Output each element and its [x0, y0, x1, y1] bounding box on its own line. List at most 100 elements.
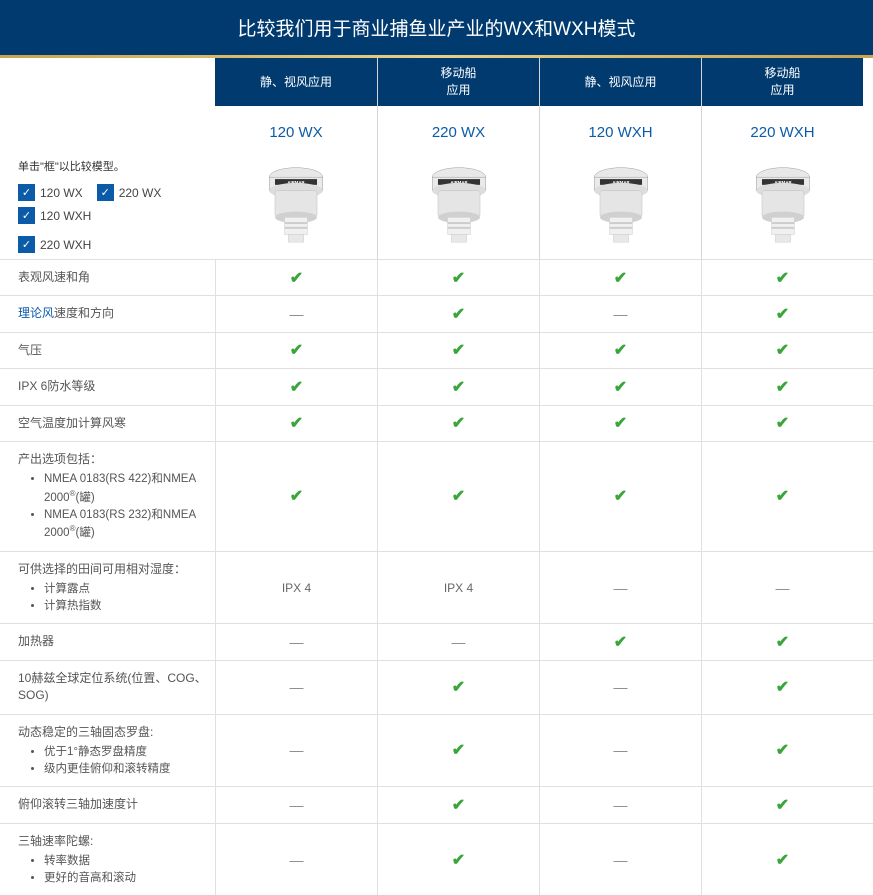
feature-row: 产出选项包括：NMEA 0183(RS 422)和NMEA 2000®(罐)NM…: [0, 441, 873, 551]
feature-cell: —: [215, 661, 377, 714]
check-icon: ✔: [452, 304, 465, 324]
check-icon: ✔: [452, 340, 465, 360]
model-checkbox[interactable]: ✓ 120 WXH: [18, 207, 91, 224]
feature-cell: ✔: [377, 442, 539, 551]
dash-icon: —: [290, 852, 304, 868]
feature-row: 表观风速和角 ✔ ✔ ✔ ✔: [0, 259, 873, 295]
check-icon: ✔: [290, 413, 303, 433]
application-header: 移动船应用: [702, 58, 863, 106]
feature-cell: —: [377, 624, 539, 659]
feature-cell: ✔: [377, 824, 539, 895]
check-icon: ✔: [452, 850, 465, 870]
model-checkbox[interactable]: ✓220 WX: [97, 184, 162, 201]
feature-label: 产出选项包括：NMEA 0183(RS 422)和NMEA 2000®(罐)NM…: [0, 442, 215, 551]
feature-label: 表观风速和角: [0, 260, 215, 295]
feature-cell: ✔: [701, 296, 863, 331]
feature-cell: ✔: [215, 442, 377, 551]
feature-cell: —: [539, 552, 701, 624]
check-icon: ✔: [776, 304, 789, 324]
feature-cell: ✔: [539, 333, 701, 368]
dash-icon: —: [614, 742, 628, 758]
check-icon: ✔: [776, 740, 789, 760]
check-icon: ✔: [452, 377, 465, 397]
feature-cell: —: [215, 715, 377, 787]
feature-cell: ✔: [701, 260, 863, 295]
feature-cell: —: [215, 824, 377, 895]
dash-icon: —: [290, 797, 304, 813]
feature-cell: ✔: [701, 442, 863, 551]
feature-cell: ✔: [539, 442, 701, 551]
check-icon: ✔: [614, 413, 627, 433]
check-icon: ✔: [452, 677, 465, 697]
feature-row: 加热器——✔✔: [0, 623, 873, 659]
checkbox-icon: ✓: [18, 236, 35, 253]
check-icon: ✔: [614, 486, 627, 506]
check-icon: ✔: [614, 632, 627, 652]
dash-icon: —: [290, 742, 304, 758]
check-icon: ✔: [452, 268, 465, 288]
feature-label: IPX 6防水等级: [0, 369, 215, 404]
feature-cell: IPX 4: [377, 552, 539, 624]
check-icon: ✔: [290, 268, 303, 288]
checkbox-icon: ✓: [18, 184, 35, 201]
check-icon: ✔: [452, 413, 465, 433]
product-image: AIRMAR: [582, 160, 660, 246]
feature-row: 可供选择的田间可用相对湿度：计算露点计算热指数IPX 4IPX 4——: [0, 551, 873, 624]
checkbox-icon: ✓: [18, 207, 35, 224]
compare-note: 单击"框"以比较模型。: [18, 158, 215, 174]
model-name[interactable]: 120 WXH: [540, 106, 701, 153]
feature-cell: ✔: [215, 369, 377, 404]
model-name[interactable]: 120 WX: [215, 106, 377, 153]
feature-cell: ✔: [539, 260, 701, 295]
comparison-grid: 静、视风应用移动船应用静、视风应用移动船应用 120 WX220 WX120 W…: [215, 58, 873, 259]
checkbox-label: 220 WXH: [40, 238, 91, 252]
feature-cell: ✔: [701, 369, 863, 404]
feature-cell: ✔: [701, 824, 863, 895]
product-image: AIRMAR: [257, 160, 335, 246]
check-icon: ✔: [452, 486, 465, 506]
model-name[interactable]: 220 WXH: [702, 106, 863, 153]
dash-icon: —: [614, 797, 628, 813]
feature-cell: ✔: [377, 715, 539, 787]
model-checkbox[interactable]: ✓ 120 WX: [18, 184, 83, 201]
feature-cell: —: [539, 824, 701, 895]
check-icon: ✔: [776, 795, 789, 815]
check-icon: ✔: [614, 268, 627, 288]
feature-cell: ✔: [701, 624, 863, 659]
checkbox-label: 220 WX: [119, 186, 162, 200]
check-icon: ✔: [614, 377, 627, 397]
page-title: 比较我们用于商业捕鱼业产业的WX和WXH模式: [0, 0, 873, 55]
feature-cell: ✔: [377, 333, 539, 368]
feature-label: 气压: [0, 333, 215, 368]
check-icon: ✔: [776, 677, 789, 697]
checkbox-label: 120 WXH: [40, 209, 91, 223]
feature-row: 动态稳定的三轴固态罗盘:优于1°静态罗盘精度级内更佳俯仰和滚转精度—✔—✔: [0, 714, 873, 787]
product-image: AIRMAR: [420, 160, 498, 246]
feature-cell: —: [539, 296, 701, 331]
checkbox-label: 120 WX: [40, 186, 83, 200]
check-icon: ✔: [290, 340, 303, 360]
feature-label: 空气温度加计算风寒: [0, 406, 215, 441]
product-image: AIRMAR: [744, 160, 822, 246]
feature-row: IPX 6防水等级✔✔✔✔: [0, 368, 873, 404]
check-icon: ✔: [776, 377, 789, 397]
feature-cell: ✔: [215, 333, 377, 368]
check-icon: ✔: [614, 340, 627, 360]
dash-icon: —: [290, 679, 304, 695]
feature-cell: ✔: [701, 715, 863, 787]
feature-cell: ✔: [701, 661, 863, 714]
feature-row: 俯仰滚转三轴加速度计—✔—✔: [0, 786, 873, 822]
feature-cell: —: [215, 787, 377, 822]
feature-cell: ✔: [377, 260, 539, 295]
feature-cell: —: [701, 552, 863, 624]
feature-cell: —: [539, 715, 701, 787]
feature-label: 三轴速率陀螺:转率数据更好的音高和滚动: [0, 824, 215, 895]
model-checkbox[interactable]: ✓ 220 WXH: [18, 236, 91, 253]
dash-icon: —: [776, 580, 790, 596]
feature-label: 可供选择的田间可用相对湿度：计算露点计算热指数: [0, 552, 215, 624]
dash-icon: —: [614, 580, 628, 596]
dash-icon: —: [614, 852, 628, 868]
feature-row: 气压✔✔✔✔: [0, 332, 873, 368]
sidebar: 单击"框"以比较模型。 ✓120 WX✓220 WX✓120 WXH✓220 W…: [0, 58, 215, 259]
model-name[interactable]: 220 WX: [378, 106, 539, 153]
